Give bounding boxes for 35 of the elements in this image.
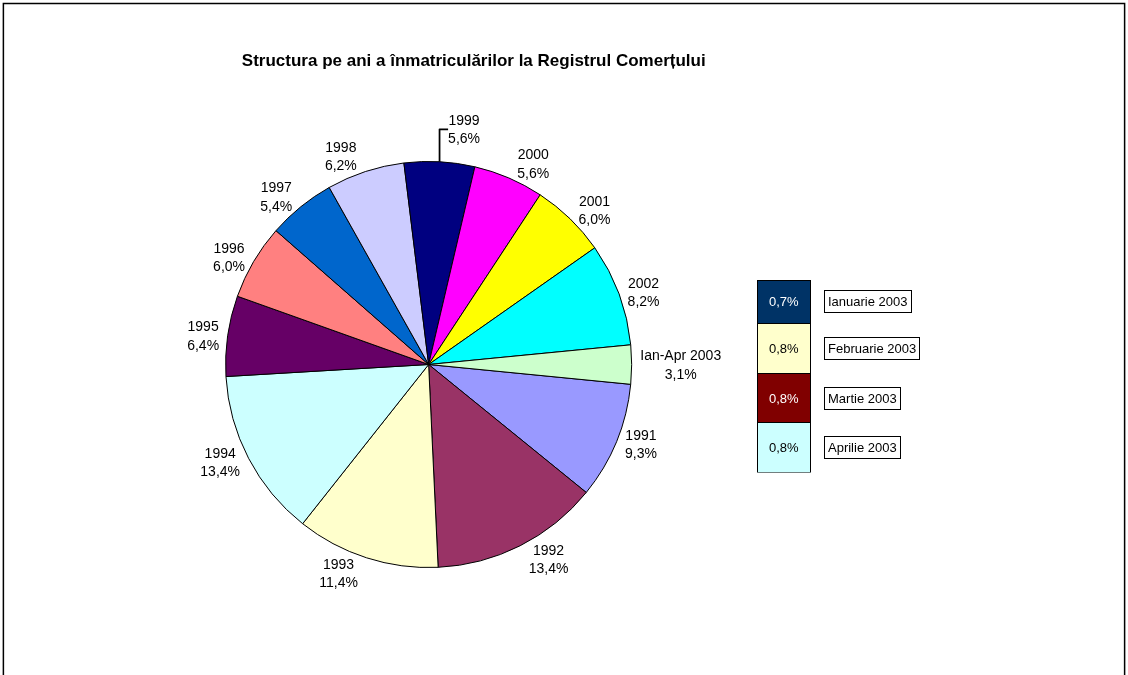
series-label: Aprilie 2003 — [828, 440, 897, 455]
slice-label: 1992 — [533, 542, 565, 559]
slice-label: 1995 — [187, 318, 219, 335]
data-label: 6,4% — [187, 336, 220, 353]
data-label: 0,8% — [768, 340, 799, 356]
data-label: 9,3% — [624, 445, 657, 462]
slice-label: 2000 — [517, 146, 550, 163]
data-label: 5,6% — [448, 130, 481, 147]
data-label: 13,4% — [200, 463, 241, 480]
series-label: Martie 2003 — [828, 391, 897, 406]
data-label: 11,4% — [319, 574, 358, 591]
series-label: Ianuarie 2003 — [828, 294, 908, 309]
slice-label: 2001 — [578, 192, 611, 209]
data-label: 0,8% — [768, 390, 799, 406]
slice-label: 1993 — [322, 556, 355, 573]
data-label: 6,0% — [578, 211, 611, 228]
slice-label: 1998 — [325, 139, 357, 156]
slice-label: 1991 — [625, 427, 657, 444]
slice-label: 1997 — [260, 179, 293, 196]
data-label: 6,2% — [324, 157, 357, 174]
series-label: Februarie 2003 — [828, 341, 917, 356]
slice-label: 1999 — [448, 112, 480, 129]
slice-label: Ian-Apr 2003 — [640, 347, 722, 364]
data-label: 6,0% — [213, 258, 246, 275]
data-label: 8,2% — [627, 293, 660, 310]
data-label: 0,8% — [768, 440, 799, 456]
chart-title: Structura pe ani a înmatriculărilor la Registrul Comerțului — [241, 50, 706, 70]
data-label: 5,6% — [517, 164, 550, 181]
data-label: 0,7% — [768, 294, 799, 310]
data-label: 13,4% — [528, 560, 569, 577]
slice-label: 2002 — [627, 274, 660, 291]
data-label: 3,1% — [664, 365, 697, 382]
slice-label: 1994 — [204, 444, 236, 461]
slice-label: 1996 — [213, 240, 245, 257]
data-label: 5,4% — [260, 197, 293, 214]
